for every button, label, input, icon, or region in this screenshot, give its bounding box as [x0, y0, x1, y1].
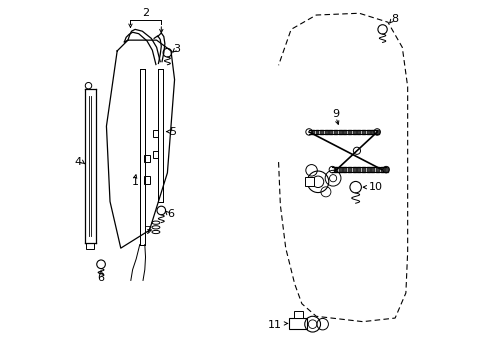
- Text: 5: 5: [169, 127, 176, 136]
- Text: 1: 1: [131, 177, 138, 187]
- Text: 7: 7: [144, 226, 151, 236]
- Text: 9: 9: [332, 109, 339, 119]
- Bar: [144, 176, 149, 184]
- Bar: [289, 318, 306, 329]
- Bar: [144, 155, 149, 162]
- Text: 6: 6: [167, 209, 174, 219]
- Text: 10: 10: [368, 182, 383, 192]
- Ellipse shape: [152, 230, 160, 234]
- Text: 11: 11: [267, 320, 282, 330]
- Bar: [152, 151, 158, 158]
- Text: 3: 3: [173, 44, 180, 54]
- Bar: [86, 243, 94, 249]
- Text: 4: 4: [74, 157, 81, 167]
- Ellipse shape: [152, 226, 160, 229]
- Bar: [293, 311, 302, 318]
- Text: 8: 8: [391, 14, 398, 24]
- Bar: [152, 130, 158, 137]
- Ellipse shape: [152, 221, 160, 224]
- Bar: [305, 177, 314, 186]
- Text: 6: 6: [98, 273, 104, 283]
- Text: 2: 2: [142, 8, 149, 18]
